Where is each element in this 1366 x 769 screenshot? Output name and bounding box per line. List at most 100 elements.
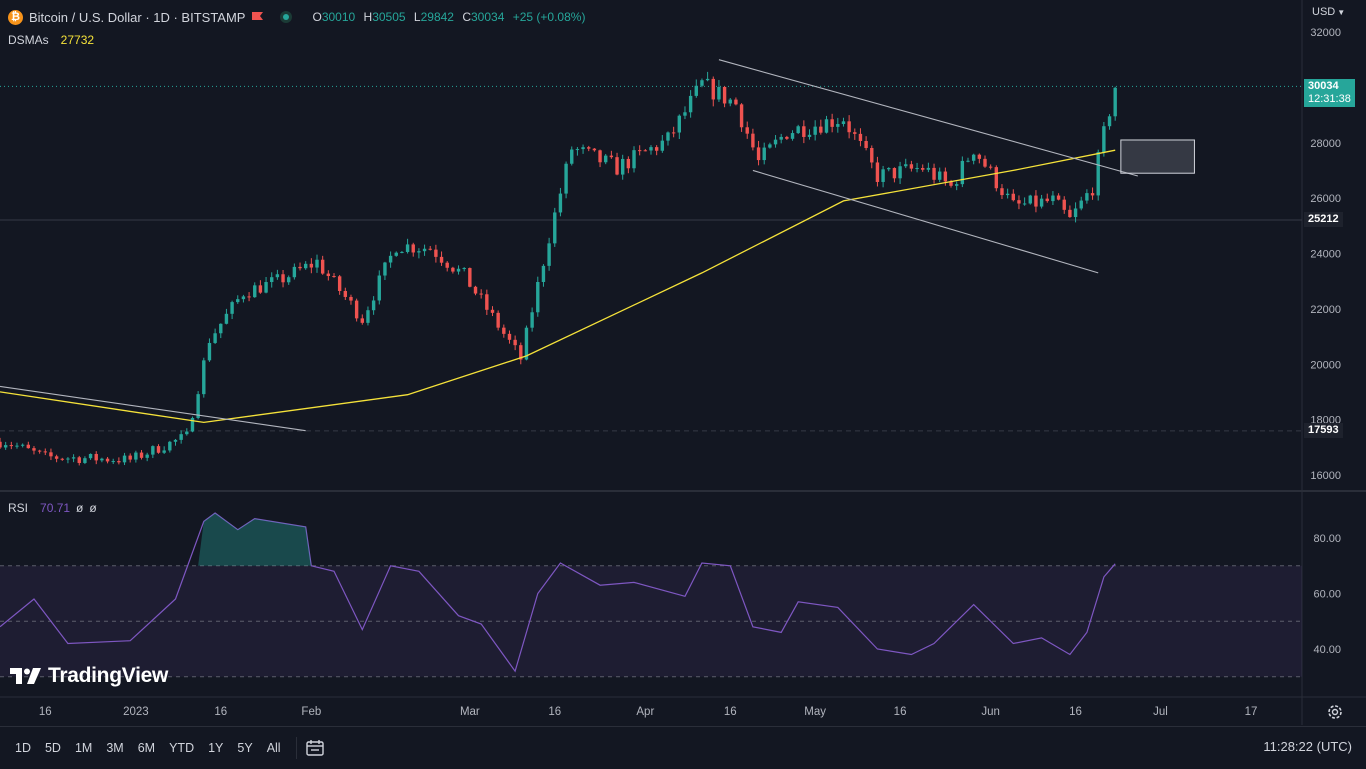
gear-icon[interactable] — [1326, 703, 1344, 721]
calendar-range-icon[interactable] — [305, 739, 325, 757]
symbol-title[interactable]: Bitcoin / U.S. Dollar · 1D · BITSTAMP — [29, 9, 246, 25]
candle-down — [519, 345, 523, 360]
candle-up — [683, 112, 687, 116]
candle-down — [54, 456, 59, 459]
chevron-down-icon: ▼ — [1337, 7, 1346, 17]
candle-down — [496, 312, 500, 328]
candle-up — [779, 136, 783, 140]
timeframe-1d[interactable]: 1D — [15, 741, 31, 755]
candle-down — [921, 168, 925, 170]
time-axis-label: 16 — [724, 706, 737, 718]
currency-selector[interactable]: USD ▼ — [1312, 6, 1345, 18]
open-value: 30010 — [321, 10, 356, 24]
candle-up — [292, 266, 297, 278]
timeframe-1y[interactable]: 1Y — [208, 741, 224, 755]
candle-down — [615, 157, 619, 175]
candle-down — [139, 452, 144, 458]
last-price-value: 30034 — [1308, 80, 1339, 92]
candle-up — [422, 248, 427, 252]
rsi-extra-1: ø — [76, 501, 84, 515]
candle-up — [253, 285, 257, 298]
tradingview-logo[interactable]: TradingView — [10, 664, 168, 688]
candle-up — [230, 302, 234, 314]
tradingview-logo-text: TradingView — [48, 664, 169, 687]
candle-down — [1062, 199, 1066, 210]
candle-down — [802, 126, 806, 137]
price-axis-tick: 28000 — [1310, 138, 1341, 150]
rsi-axis-tick: 60.00 — [1313, 589, 1341, 601]
candle-down — [711, 78, 715, 100]
candle-down — [598, 150, 602, 163]
candle-down — [332, 276, 336, 278]
candle-up — [207, 342, 212, 361]
time-axis-label: 17 — [1245, 706, 1258, 718]
low-label: L — [413, 10, 421, 24]
candle-down — [949, 181, 953, 186]
candle-down — [360, 318, 364, 323]
candle-up — [926, 167, 931, 170]
candle-down — [734, 99, 738, 105]
timeframe-3m[interactable]: 3M — [106, 741, 124, 755]
trendline-3 — [752, 169, 1099, 274]
rsi-legend[interactable]: RSI 70.71 ø ø — [8, 499, 97, 517]
candle-down — [354, 300, 359, 319]
candle-up — [1022, 203, 1027, 205]
level-tag-upper-value: 25212 — [1308, 213, 1339, 225]
timeframe-5d[interactable]: 5D — [44, 741, 61, 755]
candle-down — [739, 104, 744, 128]
time-axis-label: May — [804, 706, 826, 718]
candle-up — [530, 312, 534, 328]
candle-up — [151, 446, 155, 455]
candle-up — [649, 147, 653, 151]
candle-up — [632, 150, 636, 169]
candle-down — [1034, 195, 1038, 207]
flag-icon[interactable] — [251, 11, 264, 23]
candle-down — [819, 126, 823, 133]
candle-down — [49, 452, 53, 457]
candle-up — [666, 132, 670, 141]
ohlc-values: O30010 H30505 L29842 C30034 +25 (+0.08%) — [312, 10, 590, 24]
candle-down — [9, 445, 14, 447]
candle-down — [1000, 188, 1004, 196]
candle-down — [473, 286, 478, 294]
candle-down — [445, 262, 449, 268]
candle-down — [411, 244, 415, 253]
chart-legend: ₿ Bitcoin / U.S. Dollar · 1D · BITSTAMP … — [8, 8, 590, 26]
bitcoin-icon: ₿ — [8, 9, 23, 25]
high-label: H — [363, 10, 373, 24]
candle-up — [1085, 193, 1089, 201]
candle-up — [677, 115, 682, 133]
time-axis-label: Mar — [460, 706, 480, 718]
candle-up — [371, 300, 376, 311]
trendline-2 — [718, 59, 1138, 177]
candle-up — [264, 282, 268, 293]
market-status-icon[interactable] — [280, 11, 293, 23]
candle-down — [94, 453, 98, 461]
candle-up — [83, 458, 87, 463]
timeframe-all[interactable]: All — [266, 741, 281, 755]
utc-clock[interactable]: 11:28:22 (UTC) — [1263, 739, 1352, 754]
candle-up — [417, 251, 421, 253]
candle-up — [547, 243, 551, 266]
candle-up — [456, 268, 461, 272]
time-axis-label: Feb — [301, 706, 321, 718]
price-axis-tick: 24000 — [1310, 249, 1341, 261]
candle-up — [394, 252, 398, 256]
candle-up — [904, 164, 908, 167]
candle-down — [507, 333, 512, 340]
candle-up — [575, 149, 580, 151]
candle-down — [977, 154, 982, 159]
candle-down — [745, 127, 749, 134]
timeframe-ytd[interactable]: YTD — [169, 741, 195, 755]
candle-down — [654, 147, 659, 151]
candle-up — [219, 323, 223, 334]
price-axis-tick: 32000 — [1310, 27, 1341, 39]
ma-legend[interactable]: DSMAs 27732 — [8, 31, 94, 49]
timeframe-6m[interactable]: 6M — [137, 741, 156, 755]
price-chart[interactable]: 1600018000200002200024000260002800030000… — [0, 0, 1366, 725]
timeframe-1m[interactable]: 1M — [74, 741, 93, 755]
timeframe-5y[interactable]: 5Y — [237, 741, 253, 755]
candle-up — [71, 457, 76, 459]
candle-up — [836, 124, 840, 127]
candle-up — [954, 184, 959, 186]
